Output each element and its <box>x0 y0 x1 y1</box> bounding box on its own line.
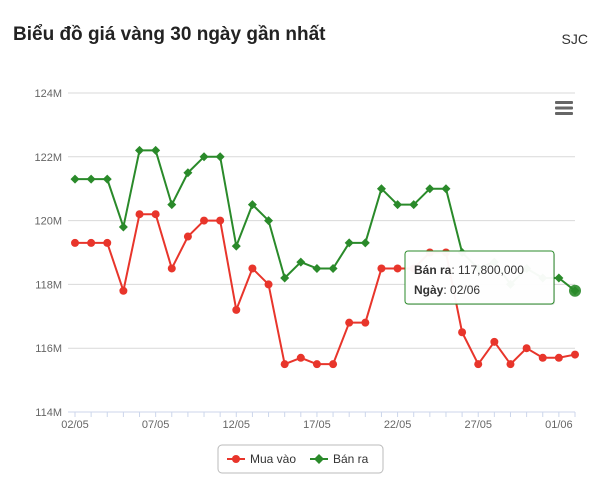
tooltip-colon: : <box>451 263 458 277</box>
data-point <box>215 152 225 162</box>
data-point <box>441 184 451 194</box>
data-point <box>458 328 467 337</box>
y-tick-label: 120M <box>34 216 62 228</box>
x-tick-label: 27/05 <box>464 419 492 431</box>
y-tick-label: 118M <box>35 279 62 291</box>
hamburger-menu-icon[interactable] <box>555 100 573 116</box>
data-point <box>280 360 289 369</box>
data-point <box>296 353 305 362</box>
data-point <box>490 337 499 346</box>
data-point <box>199 152 209 162</box>
data-point <box>393 264 402 273</box>
data-point <box>345 318 354 327</box>
data-point <box>538 353 547 362</box>
tooltip-date-label: Ngày <box>414 283 444 297</box>
data-point <box>216 216 225 225</box>
data-point <box>393 200 403 210</box>
tooltip-box <box>404 250 555 305</box>
legend-buy-label: Mua vào <box>250 452 296 466</box>
data-point <box>167 200 177 210</box>
data-point <box>102 174 112 184</box>
data-point <box>522 344 531 353</box>
tooltip-date-value: 02/06 <box>450 283 480 297</box>
tooltip-series-label: Bán ra <box>414 263 452 277</box>
data-point <box>554 273 564 283</box>
data-point <box>135 145 145 155</box>
series-buy <box>71 210 579 369</box>
x-tick-label: 07/05 <box>142 419 170 431</box>
y-tick-label: 122M <box>34 152 62 164</box>
legend-buy-marker-icon <box>232 455 240 463</box>
data-point <box>264 280 273 289</box>
tooltip-value: 117,800,000 <box>458 263 524 277</box>
data-point <box>247 200 257 210</box>
data-point <box>183 168 193 178</box>
data-point <box>118 222 128 232</box>
data-point <box>571 350 579 359</box>
data-point <box>151 145 161 155</box>
data-point <box>409 200 419 210</box>
legend-box <box>217 444 384 474</box>
y-tick-label: 114M <box>35 407 62 419</box>
data-point <box>71 238 79 247</box>
tooltip-colon: : <box>443 283 450 297</box>
brand-label: SJC <box>561 31 588 47</box>
data-point <box>87 238 96 247</box>
y-axis: 114M 116M 118M 120M 122M 124M <box>34 88 62 419</box>
data-point <box>296 257 306 267</box>
data-point <box>119 286 128 295</box>
data-point <box>360 238 370 248</box>
data-point <box>344 238 354 248</box>
data-point <box>200 216 209 225</box>
series-line <box>75 213 576 366</box>
data-point <box>264 216 274 226</box>
data-point <box>506 360 515 369</box>
data-point <box>183 232 192 241</box>
chart-tooltip: Bán ra: 117,800,000 Ngày: 02/06 <box>404 250 581 305</box>
x-tick-label: 22/05 <box>384 419 412 431</box>
data-point <box>135 210 144 219</box>
x-axis: 02/05 07/05 12/05 17/05 22/05 27/05 01/06 <box>61 411 576 431</box>
chart-legend[interactable]: Mua vào Bán ra <box>217 444 384 474</box>
legend-sell-marker-icon <box>314 454 324 464</box>
data-point <box>554 353 563 362</box>
legend-sell-label: Bán ra <box>333 452 369 466</box>
data-point <box>376 184 386 194</box>
data-point <box>232 305 241 314</box>
data-point <box>70 174 80 184</box>
data-point <box>474 360 483 369</box>
data-point <box>167 264 176 273</box>
tooltip-date-line: Ngày: 02/06 <box>414 283 480 297</box>
data-point <box>328 263 338 273</box>
data-point <box>377 264 386 273</box>
data-point <box>329 360 338 369</box>
data-point <box>86 174 96 184</box>
y-tick-label: 124M <box>34 88 62 100</box>
page-title: Biểu đồ giá vàng 30 ngày gần nhất <box>13 24 326 45</box>
tooltip-hover-point <box>569 284 581 297</box>
data-point <box>280 273 290 283</box>
legend-item-sell[interactable]: Bán ra <box>310 452 369 466</box>
x-tick-label: 17/05 <box>303 419 331 431</box>
data-point <box>425 184 435 194</box>
data-point <box>312 263 322 273</box>
data-point <box>231 241 241 251</box>
tooltip-value-line: Bán ra: 117,800,000 <box>414 263 524 277</box>
data-point <box>151 210 160 219</box>
x-tick-label: 01/06 <box>545 419 573 431</box>
x-tick-label: 12/05 <box>223 419 251 431</box>
data-point <box>248 264 257 273</box>
data-point <box>361 318 370 327</box>
y-tick-label: 116M <box>35 343 62 355</box>
data-point <box>103 238 112 247</box>
x-tick-label: 02/05 <box>61 419 89 431</box>
data-point <box>312 360 321 369</box>
legend-item-buy[interactable]: Mua vào <box>227 452 296 466</box>
